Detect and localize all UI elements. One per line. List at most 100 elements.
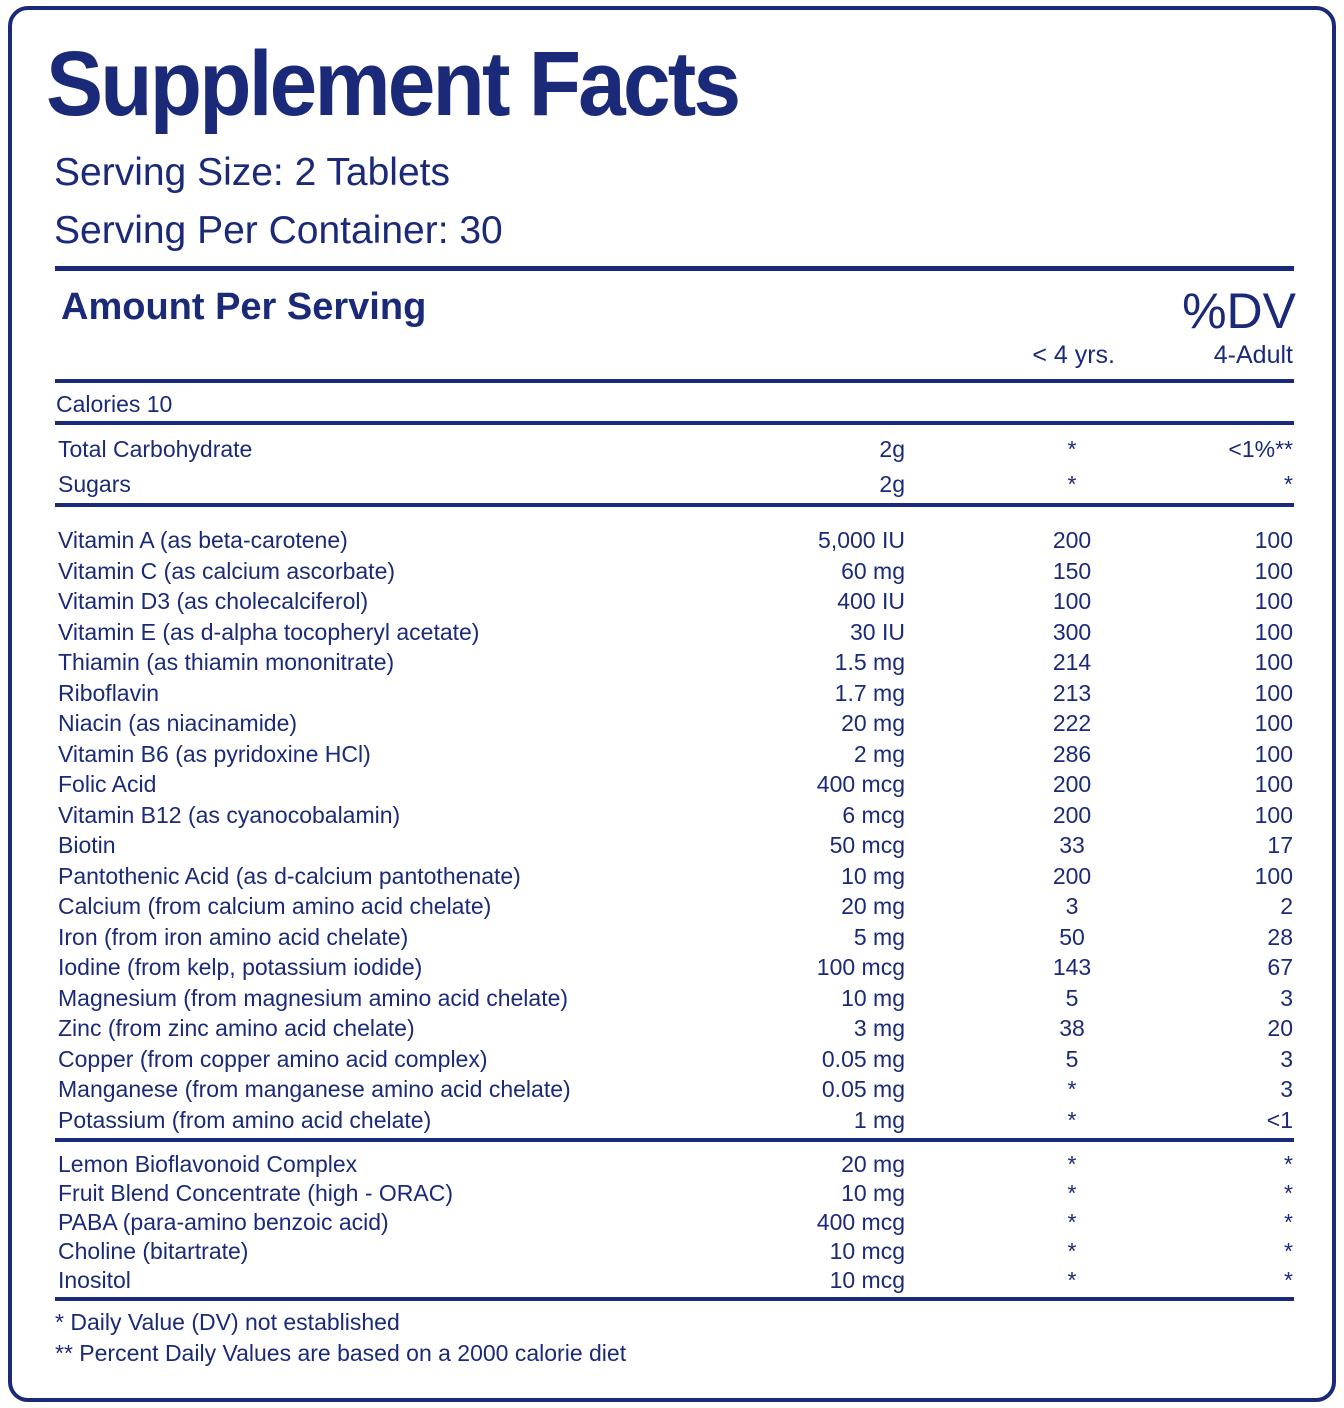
nutrient-name: Lemon Bioflavonoid Complex: [58, 1151, 358, 1177]
nutrient-row: Niacin (as niacinamide) 20 mg 222 100: [0, 710, 1344, 740]
nutrient-row: Sugars 2g * *: [0, 471, 1344, 501]
nutrient-name: Total Carbohydrate: [58, 436, 253, 462]
nutrient-name: Vitamin D3 (as cholecalciferol): [58, 588, 369, 614]
amount: 10 mg: [841, 984, 905, 1011]
nutrient-row: Choline (bitartrate) 10 mcg * *: [0, 1238, 1344, 1268]
nutrient-name: Potassium (from amino acid chelate): [58, 1106, 432, 1133]
nutrient-row: Zinc (from zinc amino acid chelate) 3 mg 3…: [0, 1015, 1344, 1045]
dv-under-4: 300: [1052, 618, 1092, 645]
dv-under-4: 33: [1059, 832, 1085, 858]
dv-under-4: 222: [1052, 710, 1092, 736]
dv-under-4: *: [1067, 1106, 1077, 1133]
nutrient-row: Inositol 10 mcg * *: [0, 1267, 1344, 1297]
dv-adult: 100: [1254, 527, 1293, 553]
footnote: * Daily Value (DV) not established: [55, 1309, 400, 1335]
nutrient-row: Vitamin B6 (as pyridoxine HCl) 2 mg 286 100: [0, 741, 1344, 771]
nutrient-row: Iodine (from kelp, potassium iodide) 100 …: [0, 954, 1344, 984]
nutrient-row: Manganese (from manganese amino acid che…: [0, 1076, 1344, 1106]
dv-under-4: *: [1067, 1238, 1077, 1264]
dv-adult: 3: [1280, 1045, 1293, 1072]
nutrient-name: Choline (bitartrate): [58, 1238, 249, 1264]
nutrient-row: Total Carbohydrate 2g * <1%**: [0, 436, 1344, 466]
nutrient-name: Vitamin E (as d-alpha tocopheryl acetate…: [58, 618, 480, 645]
amount: 20 mg: [841, 1151, 905, 1177]
nutrient-name: Biotin: [58, 832, 116, 858]
nutrient-name: Vitamin B12 (as cyanocobalamin): [58, 801, 401, 828]
dv-under-4: 5: [1065, 1045, 1079, 1072]
rule: [55, 503, 1294, 507]
nutrient-row: Vitamin E (as d-alpha tocopheryl acetate…: [0, 619, 1344, 649]
rule: [55, 1297, 1294, 1301]
amount: 50 mcg: [829, 832, 905, 858]
dv-adult: *: [1284, 1180, 1293, 1206]
rule: [55, 266, 1294, 271]
col-heading: 4-Adult: [1213, 341, 1293, 369]
nutrient-name: Vitamin A (as beta-carotene): [58, 527, 348, 553]
dv-adult: 100: [1254, 740, 1293, 767]
nutrient-name: Manganese (from manganese amino acid che…: [58, 1076, 571, 1102]
title: Supplement Facts: [46, 33, 741, 135]
dv-under-4: *: [1067, 471, 1077, 497]
dv-under-4: *: [1067, 1151, 1077, 1177]
dv-adult: 100: [1254, 649, 1293, 675]
dv-adult: 100: [1254, 801, 1293, 828]
nutrient-name: Pantothenic Acid (as d-calcium pantothen…: [58, 862, 521, 889]
dv-heading: %DV: [1182, 283, 1296, 339]
nutrient-row: Potassium (from amino acid chelate) 1 mg *…: [0, 1107, 1344, 1137]
dv-under-4: 200: [1052, 771, 1092, 797]
amount: 1.7 mg: [834, 679, 905, 706]
dv-adult: 20: [1267, 1015, 1293, 1041]
amount: 2g: [879, 471, 905, 497]
amount: 60 mg: [841, 557, 905, 584]
amount: 2 mg: [853, 740, 905, 767]
dv-under-4: *: [1067, 1267, 1077, 1293]
nutrient-name: Vitamin C (as calcium ascorbate): [58, 557, 396, 584]
dv-adult: *: [1284, 1209, 1293, 1235]
amount-heading: Amount Per Serving: [61, 286, 427, 328]
dv-under-4: 214: [1052, 649, 1092, 675]
dv-under-4: 200: [1052, 527, 1092, 553]
nutrient-row: Folic Acid 400 mcg 200 100: [0, 771, 1344, 801]
amount: 20 mg: [841, 893, 905, 919]
nutrient-row: Pantothenic Acid (as d-calcium pantothen…: [0, 863, 1344, 893]
dv-under-4: 200: [1052, 801, 1092, 828]
nutrient-row: Vitamin C (as calcium ascorbate) 60 mg 150…: [0, 558, 1344, 588]
dv-adult: *: [1284, 471, 1293, 497]
nutrient-name: PABA (para-amino benzoic acid): [58, 1209, 389, 1235]
dv-adult: *: [1284, 1238, 1293, 1264]
dv-under-4: *: [1067, 436, 1077, 462]
amount: 10 mg: [841, 862, 905, 889]
nutrient-row: Vitamin B12 (as cyanocobalamin) 6 mcg 200 1…: [0, 802, 1344, 832]
nutrient-name: Thiamin (as thiamin mononitrate): [58, 649, 395, 675]
amount: 3 mg: [853, 1015, 905, 1041]
nutrient-name: Calcium (from calcium amino acid chelate…: [58, 893, 492, 919]
calories: Calories 10: [56, 391, 173, 417]
amount: 0.05 mg: [821, 1076, 905, 1102]
dv-under-4: 200: [1052, 862, 1092, 889]
amount: 10 mcg: [829, 1238, 905, 1264]
nutrient-row: Lemon Bioflavonoid Complex 20 mg * *: [0, 1151, 1344, 1181]
dv-adult: 100: [1254, 557, 1293, 584]
dv-under-4: 5: [1065, 984, 1079, 1011]
nutrient-name: Folic Acid: [58, 771, 157, 797]
dv-adult: 100: [1254, 618, 1293, 645]
nutrient-name: Niacin (as niacinamide): [58, 710, 298, 736]
dv-adult: 17: [1267, 832, 1293, 858]
amount: 100 mcg: [816, 954, 905, 980]
nutrient-row: Iron (from iron amino acid chelate) 5 mg 5…: [0, 924, 1344, 954]
amount: 6 mcg: [842, 801, 905, 828]
amount: 400 mcg: [816, 771, 905, 797]
nutrient-name: Magnesium (from magnesium amino acid che…: [58, 984, 569, 1011]
dv-adult: *: [1284, 1151, 1293, 1177]
dv-adult: 3: [1280, 984, 1293, 1011]
nutrient-row: Biotin 50 mcg 33 17: [0, 832, 1344, 862]
dv-under-4: *: [1067, 1076, 1077, 1102]
nutrient-name: Fruit Blend Concentrate (high - ORAC): [58, 1180, 453, 1206]
nutrient-row: Riboflavin 1.7 mg 213 100: [0, 680, 1344, 710]
nutrient-name: Vitamin B6 (as pyridoxine HCl): [58, 740, 371, 767]
dv-adult: <1%**: [1228, 436, 1293, 462]
dv-under-4: *: [1067, 1209, 1077, 1235]
nutrient-row: Vitamin D3 (as cholecalciferol) 400 IU 100…: [0, 588, 1344, 618]
col-heading: < 4 yrs.: [1032, 341, 1115, 369]
